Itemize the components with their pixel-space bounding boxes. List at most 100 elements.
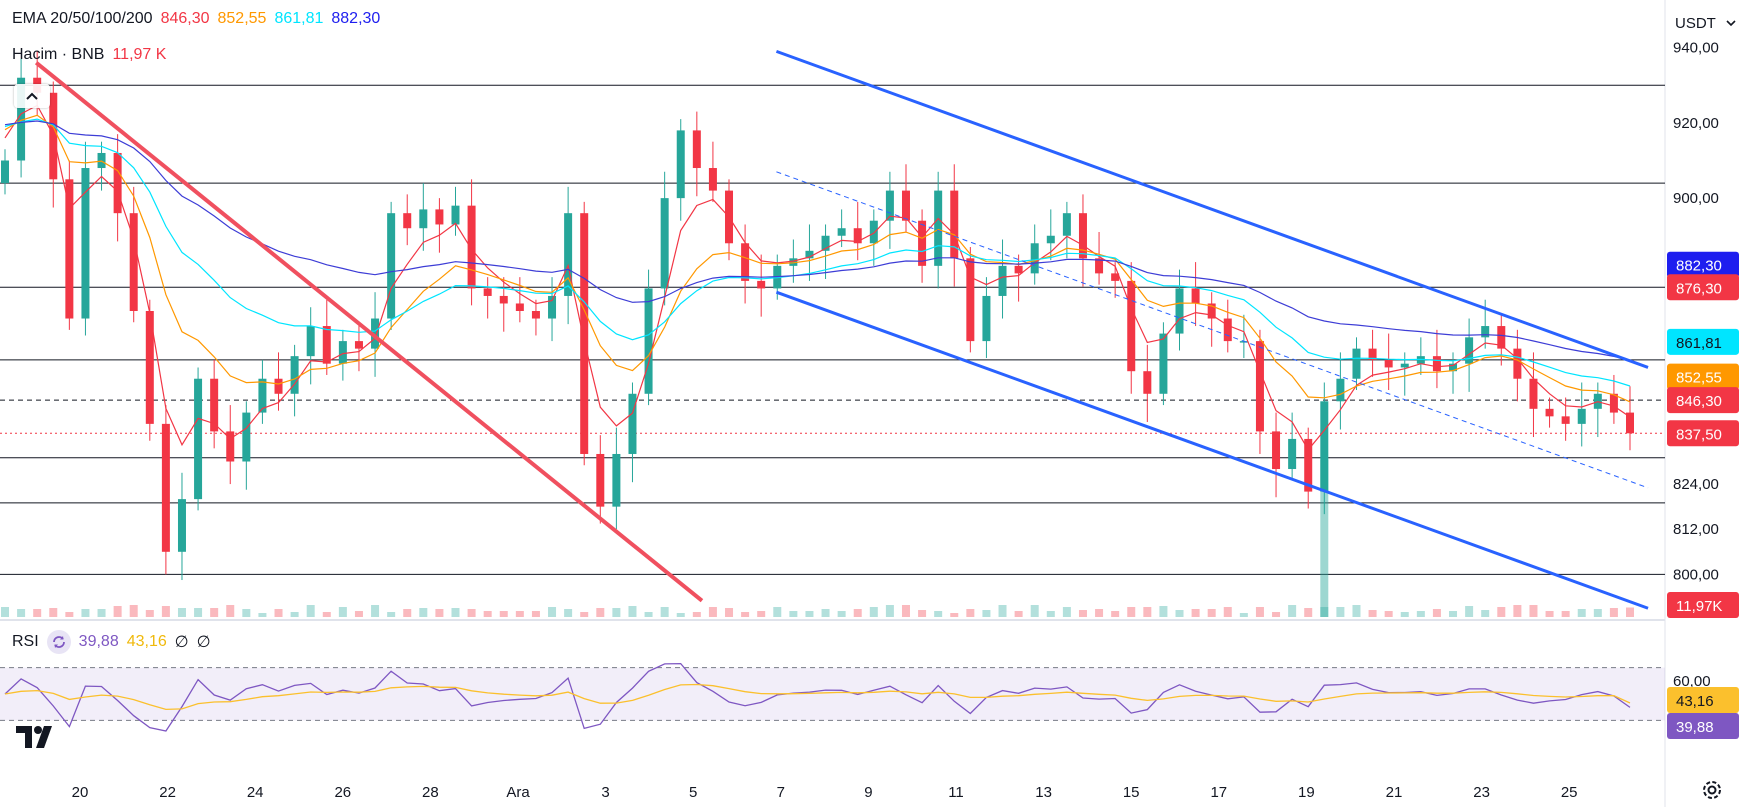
volume-bar (853, 609, 862, 617)
volume-bar (161, 606, 170, 617)
price-label-text: 852,55 (1676, 370, 1722, 387)
price-tick-label: 824,00 (1673, 476, 1719, 493)
volume-bar (725, 608, 734, 617)
candle-body (757, 280, 766, 289)
ema200-line (4, 120, 1631, 361)
volume-bar (65, 612, 74, 617)
volume-bar (805, 611, 814, 617)
currency-select[interactable]: USDT (1667, 6, 1753, 40)
price-tick-label: 812,00 (1673, 521, 1719, 538)
candle-body (1095, 258, 1104, 274)
candle-body (1030, 243, 1039, 274)
volume-bar (644, 612, 653, 617)
price-label-text: 846,30 (1676, 393, 1722, 410)
volume-bar (1111, 611, 1120, 617)
candle-body (966, 258, 975, 342)
volume-bar (515, 611, 524, 617)
volume-bar (1288, 605, 1297, 617)
gear-icon[interactable] (1700, 778, 1724, 807)
volume-bar (1046, 611, 1055, 617)
candle-body (177, 499, 186, 552)
volume-bar (821, 609, 830, 617)
volume-bar (467, 609, 476, 617)
candle-body (1400, 363, 1409, 368)
volume-bar (1078, 610, 1087, 617)
candle-body (129, 213, 138, 311)
volume-bar (708, 607, 717, 617)
volume-bar (290, 612, 299, 617)
volume-legend-label: Hacim · BNB (12, 46, 105, 63)
candle-body (901, 190, 910, 221)
volume-bar (1143, 607, 1152, 617)
volume-bar (966, 609, 975, 617)
volume-bar (403, 609, 412, 617)
volume-bar (660, 607, 669, 617)
candle-body (371, 318, 380, 349)
candle-body (1062, 213, 1071, 236)
volume-bar (371, 605, 380, 617)
candle-body (741, 243, 750, 281)
candle-body (81, 168, 90, 319)
candle-body (998, 265, 1007, 296)
x-tick-label: 11 (948, 784, 964, 801)
x-tick-label: 19 (1298, 784, 1315, 801)
candle-body (564, 213, 573, 296)
candle-body (1561, 416, 1570, 424)
cycle-icon[interactable] (46, 630, 71, 654)
candle-body (837, 228, 846, 236)
volume-bar (258, 613, 267, 617)
volume-bar (451, 608, 460, 617)
ema200-value: 882,30 (331, 10, 381, 27)
volume-bar (998, 605, 1007, 617)
volume-bar (242, 609, 251, 617)
collapse-legend-button[interactable] (14, 84, 50, 108)
candle-body (161, 423, 170, 552)
candle-body (1111, 273, 1120, 281)
candle-body (821, 235, 830, 251)
volume-bar (17, 609, 26, 617)
volume-bar (387, 612, 396, 617)
tradingview-logo-icon[interactable] (16, 726, 62, 753)
x-tick-label: 22 (159, 784, 176, 801)
candle-body (1288, 438, 1297, 470)
candle-body (306, 326, 315, 357)
x-tick-label: Ara (506, 784, 530, 801)
price-label-text: 876,30 (1676, 280, 1722, 297)
volume-bar (1368, 610, 1377, 617)
rsi-ma-line (4, 683, 1631, 711)
candle-body (596, 453, 605, 507)
candle-body (918, 220, 927, 266)
candle-body (1320, 401, 1329, 492)
candle-body (789, 258, 798, 266)
volume-bar (145, 610, 154, 617)
volume-bar (1513, 605, 1522, 617)
candle-body (1, 160, 9, 184)
volume-bar (676, 613, 685, 617)
volume-bar (901, 605, 910, 617)
candle-body (290, 356, 299, 394)
chevron-down-icon (1726, 20, 1736, 27)
candle-body (1223, 318, 1232, 342)
ema-legend-label: EMA 20/50/100/200 (12, 10, 153, 27)
rsi-label-text: 39,88 (1676, 719, 1714, 736)
price-label-box (1667, 363, 1739, 390)
volume-bar (49, 608, 58, 617)
volume-bar (419, 608, 428, 617)
volume-bar (33, 609, 42, 617)
volume-bar (869, 607, 878, 617)
volume-bar (1545, 611, 1554, 617)
candle-body (1609, 393, 1618, 413)
chevron-up-icon (26, 92, 38, 100)
volume-bar (1, 607, 9, 617)
x-tick-label: 23 (1473, 784, 1490, 801)
price-label-text: 861,81 (1676, 335, 1722, 352)
price-tick-label: 900,00 (1673, 190, 1719, 207)
candle-body (708, 168, 717, 191)
rsi-tick-label: 60,00 (1673, 673, 1711, 690)
currency-value: USDT (1675, 14, 1716, 32)
volume-bar (580, 612, 589, 617)
volume-bar (435, 609, 444, 617)
volume-bar (1207, 609, 1216, 617)
volume-bar (1577, 609, 1586, 617)
